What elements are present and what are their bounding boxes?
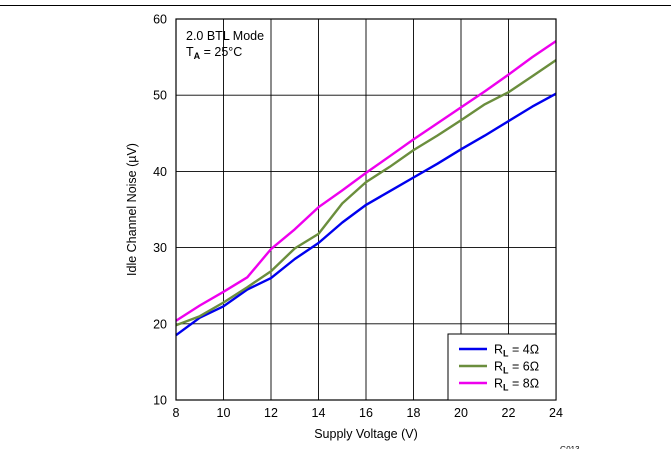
- top-rule: [0, 5, 671, 6]
- x-tick-label: 18: [407, 406, 421, 420]
- figure-id: G013: [560, 445, 580, 449]
- x-tick-label: 12: [264, 406, 278, 420]
- y-tick-label: 30: [153, 241, 167, 255]
- x-tick-label: 16: [359, 406, 373, 420]
- series-line-1: [175, 92, 557, 337]
- y-tick-label: 60: [153, 13, 167, 27]
- y-tick-label: 50: [153, 89, 167, 103]
- x-tick-label: 22: [502, 406, 516, 420]
- annotation-temperature: TA = 25°C: [186, 45, 242, 61]
- annotation-mode: 2.0 BTL Mode: [186, 29, 264, 43]
- tick-labels: 8 10 12 14 16 18 20 22 24 10 20 30 40 50 60: [153, 13, 563, 421]
- x-tick-label: 10: [217, 406, 231, 420]
- x-tick-label: 8: [173, 406, 180, 420]
- plot-frame: [175, 18, 557, 401]
- x-tick-label: 24: [549, 406, 563, 420]
- series-lines: [175, 40, 557, 337]
- legend-label-2: RL = 6Ω: [494, 360, 539, 376]
- x-tick-label: 20: [454, 406, 468, 420]
- legend-label-1: RL = 4Ω: [494, 343, 539, 359]
- x-axis-label: Supply Voltage (V): [314, 427, 418, 441]
- series-line-2: [175, 59, 557, 327]
- x-tick-label: 14: [312, 406, 326, 420]
- y-tick-label: 10: [153, 394, 167, 408]
- legend-label-3: RL = 8Ω: [494, 377, 539, 393]
- series-line-3: [175, 40, 557, 322]
- y-tick-label: 40: [153, 165, 167, 179]
- grid-lines: [176, 19, 556, 400]
- y-tick-label: 20: [153, 317, 167, 331]
- y-axis-label: Idle Channel Noise (µV): [125, 143, 139, 276]
